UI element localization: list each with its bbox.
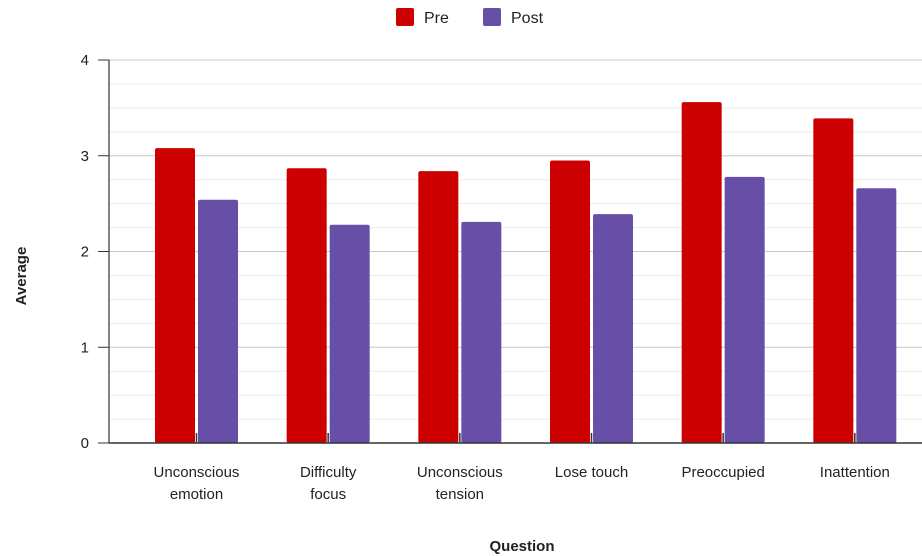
y-tick-label: 3 [81,148,89,165]
bars [155,102,897,443]
legend-swatch-post [483,8,501,26]
y-axis-ticks: 0 1 2 3 4 [81,52,109,452]
bar-pre [550,160,590,443]
gridlines [109,59,922,420]
y-tick-label: 2 [81,244,89,261]
bar-pre [813,118,854,443]
bar-pre [418,171,459,443]
legend-swatch-pre [396,8,414,26]
axes [108,60,922,444]
bar-pre [155,148,195,443]
bar-pre [681,102,722,443]
y-tick-label: 4 [81,52,89,69]
bar-post [856,188,897,443]
y-tick-label: 0 [81,435,89,452]
legend: Pre Post [396,8,544,27]
bar-post [329,224,370,443]
bar-pre [286,168,327,443]
x-tick-label: Unconscious tension [417,464,503,503]
x-axis-labels: Unconscious emotion Difficulty focus Unconsc… [154,464,890,503]
x-tick-label: Preoccupied [681,464,764,481]
bar-post [461,221,502,443]
bar-post [724,176,765,443]
x-tick-label: Unconscious emotion [154,464,240,503]
y-axis-title: Average [13,247,30,306]
x-axis-title: Question [489,538,554,555]
legend-label-post: Post [511,10,544,27]
bar-post [593,214,633,443]
y-tick-label: 1 [81,339,89,356]
bar-post [198,199,238,443]
x-tick-label: Inattention [820,464,890,481]
x-tick-label: Lose touch [555,464,628,481]
legend-label-pre: Pre [424,10,449,27]
x-tick-label: Difficulty focus [300,464,357,503]
